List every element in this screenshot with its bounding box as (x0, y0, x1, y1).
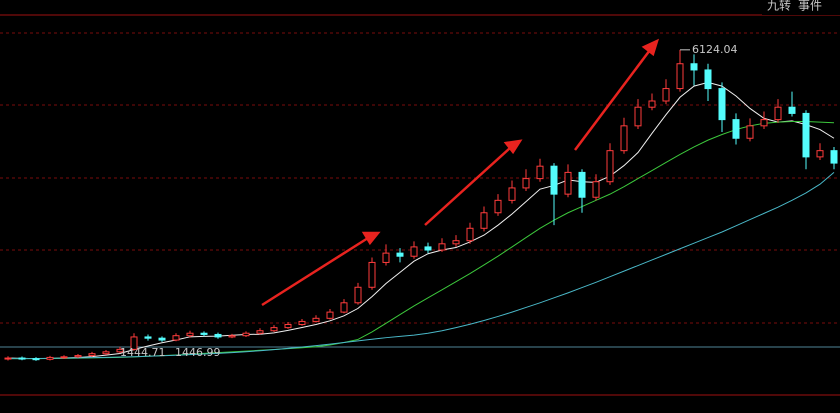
candle-body (410, 246, 418, 257)
toolbar (762, 0, 840, 15)
candle-body (200, 332, 208, 335)
arrow (574, 49, 651, 151)
candle-body (718, 88, 726, 121)
candle-body (592, 181, 600, 198)
candle-body (228, 335, 236, 338)
candle-body (298, 320, 306, 326)
candle-body (214, 333, 222, 338)
annotation: 1444.71 (120, 346, 166, 359)
candle-body (774, 106, 782, 121)
annotation: 6124.04 (692, 43, 738, 56)
candle-body (690, 63, 698, 71)
candle-body (620, 125, 628, 152)
candle-body (802, 112, 810, 158)
candle-body (4, 357, 12, 360)
candle-body (32, 358, 40, 361)
candle-body (354, 286, 362, 304)
candle-body (60, 356, 68, 359)
toolbar-button[interactable]: 事件 (798, 0, 822, 13)
candle-body (116, 348, 124, 353)
annotation: 1446.99 (175, 346, 221, 359)
candle-body (760, 119, 768, 127)
candle-body (438, 243, 446, 251)
candle-body (144, 336, 152, 339)
candle-body (88, 353, 96, 357)
candle-body (830, 150, 838, 164)
candle-body (172, 335, 180, 341)
candle-body (340, 302, 348, 313)
candle-body (662, 88, 670, 102)
grid (0, 32, 840, 324)
candle-body (494, 199, 502, 214)
candle-body (382, 252, 390, 263)
plot: 6124.04 1444.71 1446.99 (4, 43, 838, 361)
candle-body (270, 327, 278, 332)
candle-body (452, 240, 460, 245)
candle-body (634, 106, 642, 127)
candle-body (256, 330, 264, 334)
arrow-head (641, 38, 660, 57)
candle-body (746, 125, 754, 139)
candle-body (676, 63, 684, 90)
candle-body (550, 165, 558, 195)
arrows (261, 38, 660, 307)
candle-body (18, 357, 26, 360)
candle-body (424, 246, 432, 251)
candle-body (312, 317, 320, 322)
candle-body (74, 355, 82, 358)
candle-body (368, 261, 376, 288)
candle-body (396, 252, 404, 257)
candle-body (326, 311, 334, 319)
candle-body (578, 171, 586, 198)
arrow (424, 147, 511, 226)
candle-body (522, 178, 530, 189)
candle-body (158, 337, 166, 341)
candle-body (46, 356, 54, 360)
candle-body (242, 332, 250, 337)
arrow (261, 236, 369, 307)
candle-body (508, 187, 516, 201)
moving-average-line (8, 172, 835, 360)
candle-body (186, 332, 194, 337)
candle-body (606, 150, 614, 183)
candle-body (130, 336, 138, 350)
toolbar-button[interactable]: 九转 (767, 0, 791, 13)
candle-body (102, 351, 110, 355)
moving-average-line (7, 81, 835, 360)
arrow-head (361, 231, 381, 246)
candle-body (284, 324, 292, 329)
candle-body (648, 100, 656, 108)
candle-body (788, 106, 796, 114)
candle-body (536, 165, 544, 180)
candle-body (466, 227, 474, 242)
candle-body (704, 69, 712, 90)
candle-body (732, 119, 740, 139)
arrow-head (503, 139, 523, 155)
candle-body (816, 150, 824, 158)
candle-body (480, 212, 488, 229)
candle-body (564, 171, 572, 195)
